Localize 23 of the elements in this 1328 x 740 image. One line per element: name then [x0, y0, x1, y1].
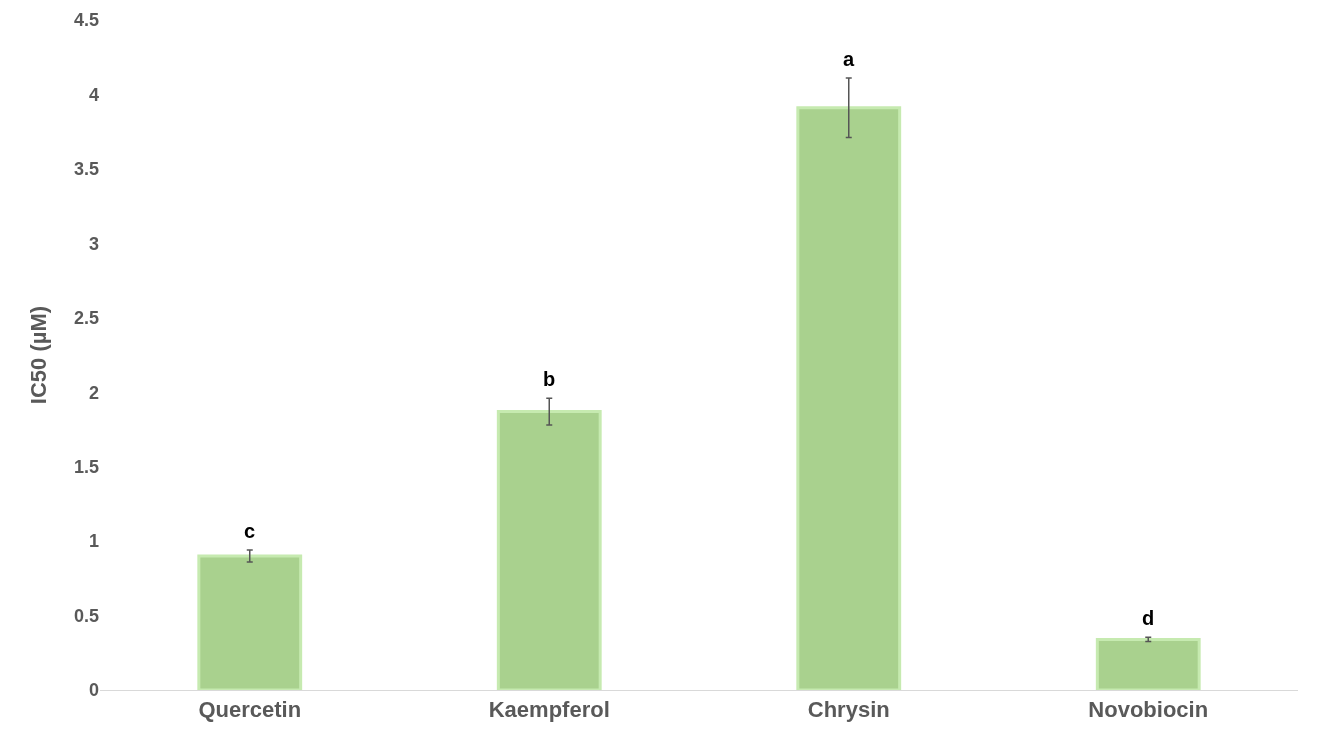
x-tick-label: Kaempferol [488, 697, 610, 723]
annotation: a [843, 48, 855, 70]
annotation: b [543, 368, 556, 390]
y-tick-label: 1 [88, 531, 99, 552]
bar [496, 410, 602, 690]
annotation: c [244, 520, 256, 542]
x-tick-label: Novobiocin [1088, 697, 1209, 723]
y-tick-label: 1.5 [73, 456, 99, 477]
y-tick-label: 0 [88, 680, 99, 701]
x-tick-label: Quercetin [198, 697, 302, 723]
annotation: d [1142, 607, 1155, 629]
bar [796, 106, 902, 690]
y-tick-label: 4 [88, 84, 99, 105]
bar [197, 554, 303, 690]
bar [1095, 637, 1201, 690]
y-tick-label: 0.5 [73, 605, 99, 626]
x-tick-label: Chrysin [807, 697, 890, 723]
y-tick-label: 2.5 [73, 308, 99, 329]
y-tick-label: 2 [88, 382, 99, 403]
y-tick-label: 3 [88, 233, 99, 254]
y-tick-label: 3.5 [73, 159, 99, 180]
y-axis-title: IC50 (µM) [26, 305, 51, 405]
y-tick-label: 4.5 [73, 10, 99, 31]
